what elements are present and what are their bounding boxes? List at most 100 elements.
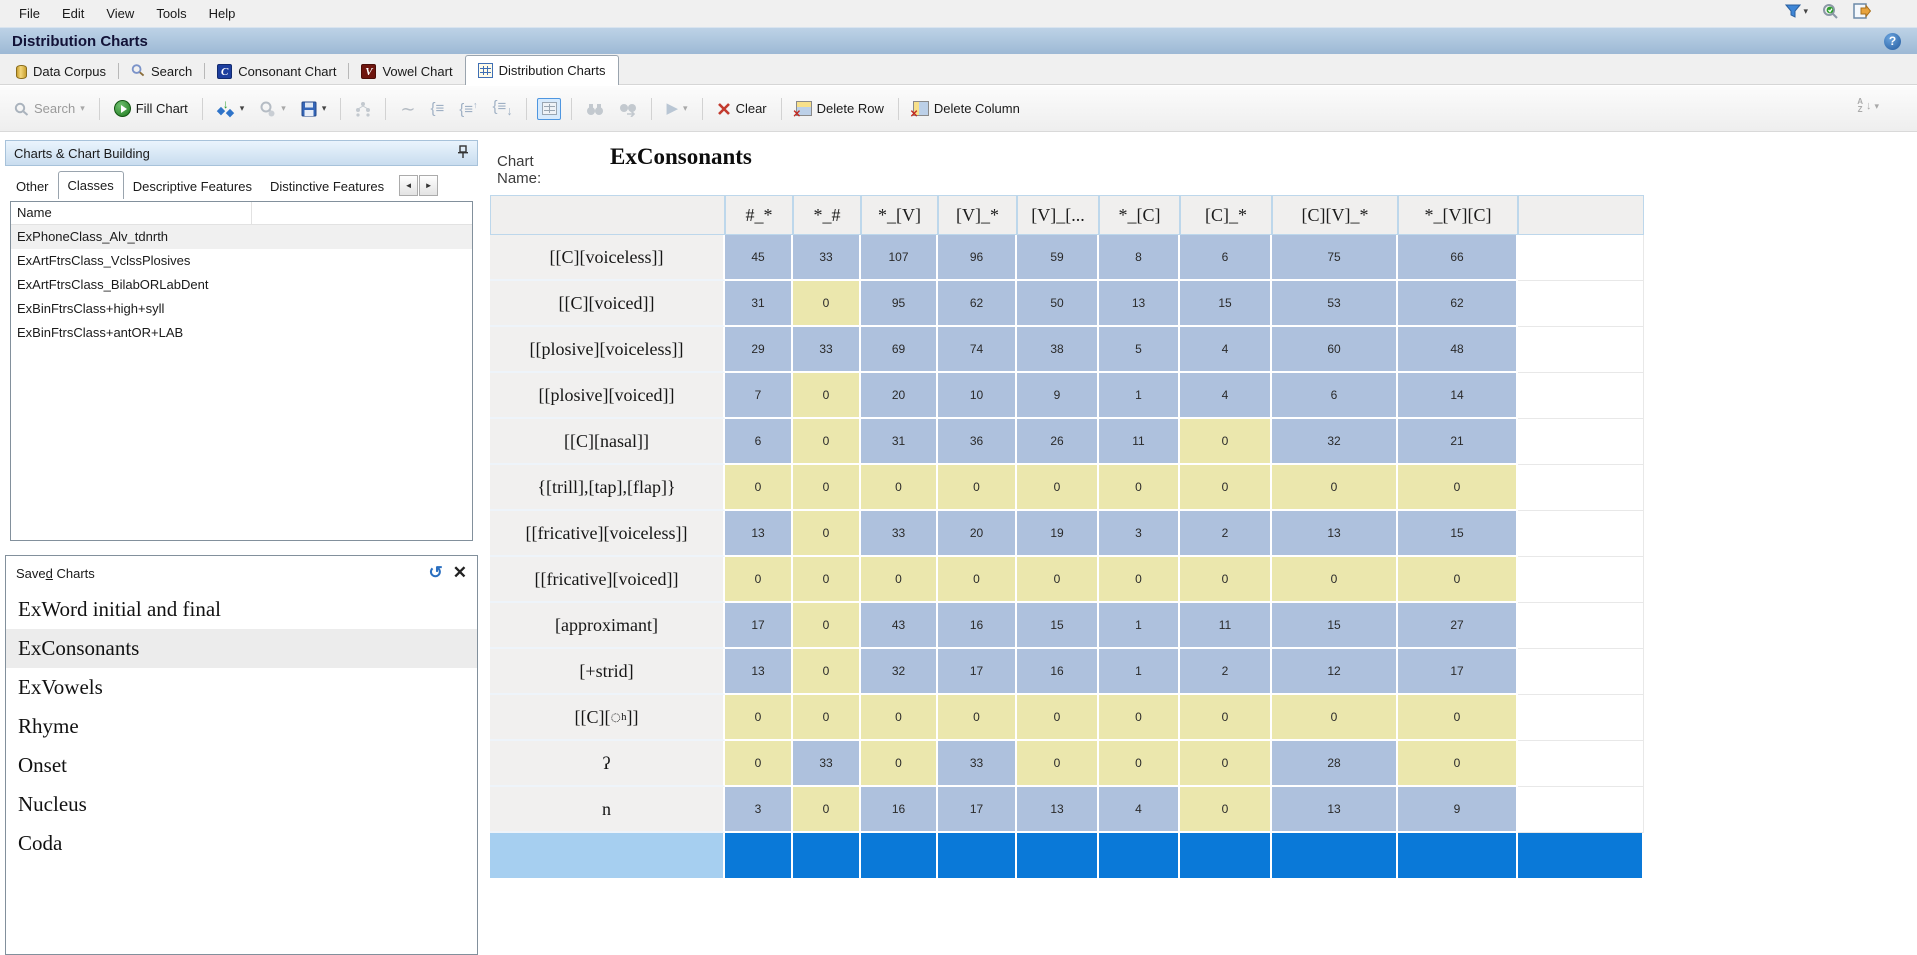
data-cell[interactable]: 0 (861, 557, 938, 603)
data-cell[interactable]: 13 (725, 649, 793, 695)
row-label[interactable]: n (490, 787, 725, 833)
data-cell[interactable]: 17 (938, 787, 1017, 833)
data-cell[interactable]: 0 (1272, 465, 1398, 511)
help-icon[interactable]: ? (1884, 33, 1901, 50)
tab-consonant-chart[interactable]: C Consonant Chart (205, 59, 348, 84)
empty-cell[interactable] (1518, 511, 1644, 557)
column-header[interactable]: [C]_* (1180, 195, 1272, 235)
data-cell[interactable]: 0 (793, 557, 861, 603)
class-list-item[interactable]: ExBinFtrsClass+antOR+LAB (17, 325, 184, 340)
data-cell[interactable]: 19 (1017, 511, 1099, 557)
data-cell[interactable]: 15 (1180, 281, 1272, 327)
data-cell[interactable]: 0 (938, 695, 1017, 741)
builder-tab-other[interactable]: Other (16, 179, 49, 194)
fill-chart-button[interactable]: Fill Chart (110, 97, 192, 120)
data-cell[interactable]: 20 (861, 373, 938, 419)
data-cell[interactable]: 13 (1099, 281, 1180, 327)
data-cell[interactable]: 14 (1398, 373, 1518, 419)
data-cell[interactable]: 0 (1272, 557, 1398, 603)
row-label[interactable]: [[C][voiceless]] (490, 235, 725, 281)
data-cell[interactable]: 69 (861, 327, 938, 373)
data-cell[interactable]: 13 (1017, 787, 1099, 833)
data-cell[interactable]: 31 (725, 281, 793, 327)
class-list-item[interactable]: ExArtFtrsClass_VclssPlosives (17, 253, 191, 268)
tab-vowel-chart[interactable]: V Vowel Chart (349, 59, 464, 84)
column-header[interactable]: #_* (725, 195, 793, 235)
data-cell[interactable]: 10 (938, 373, 1017, 419)
row-label[interactable]: [[C][voiced]] (490, 281, 725, 327)
data-cell[interactable]: 0 (725, 741, 793, 787)
data-cell[interactable]: 0 (725, 465, 793, 511)
class-list-item[interactable]: ExBinFtrsClass+high+syll (17, 301, 165, 316)
data-cell[interactable]: 20 (938, 511, 1017, 557)
save-chart-button[interactable]: ▾ (297, 98, 331, 120)
data-cell[interactable]: 33 (938, 741, 1017, 787)
data-cell[interactable]: 75 (1272, 235, 1398, 281)
row-label[interactable]: ʔ (490, 741, 725, 787)
data-cell[interactable]: 7 (725, 373, 793, 419)
data-cell[interactable]: 0 (793, 373, 861, 419)
data-cell[interactable]: 0 (793, 281, 861, 327)
data-cell[interactable]: 17 (725, 603, 793, 649)
data-cell[interactable]: 13 (1272, 787, 1398, 833)
classes-column-header[interactable]: Name (11, 202, 472, 225)
new-row-cell[interactable] (938, 833, 1017, 878)
verify-phones-button[interactable]: ▾ (255, 98, 290, 120)
data-cell[interactable]: 38 (1017, 327, 1099, 373)
show-grid-toggle[interactable] (537, 97, 562, 120)
menu-item-help[interactable]: Help (208, 6, 236, 21)
data-cell[interactable]: 31 (861, 419, 938, 465)
data-cell[interactable]: 1 (1099, 373, 1180, 419)
data-cell[interactable]: 0 (1017, 695, 1099, 741)
row-label[interactable]: [[fricative][voiced]] (490, 557, 725, 603)
data-cell[interactable]: 0 (938, 557, 1017, 603)
data-cell[interactable]: 11 (1099, 419, 1180, 465)
data-cell[interactable]: 0 (725, 557, 793, 603)
row-label[interactable]: [[C][nasal]] (490, 419, 725, 465)
data-cell[interactable]: 0 (725, 695, 793, 741)
delete-column-button[interactable]: Delete Column (909, 98, 1024, 120)
column-header[interactable]: *_[C] (1099, 195, 1180, 235)
data-cell[interactable]: 0 (1099, 465, 1180, 511)
show-results-button[interactable]: {≡ (426, 98, 448, 119)
data-cell[interactable]: 0 (1017, 557, 1099, 603)
data-cell[interactable]: 6 (1180, 235, 1272, 281)
data-cell[interactable]: 8 (1099, 235, 1180, 281)
empty-cell[interactable] (1518, 281, 1644, 327)
tab-search[interactable]: Search (119, 59, 204, 84)
data-cell[interactable]: 6 (1272, 373, 1398, 419)
data-cell[interactable]: 0 (861, 741, 938, 787)
data-cell[interactable]: 36 (938, 419, 1017, 465)
data-cell[interactable]: 0 (1099, 741, 1180, 787)
data-cell[interactable]: 0 (938, 465, 1017, 511)
row-label[interactable]: [+strid] (490, 649, 725, 695)
data-cell[interactable]: 0 (793, 603, 861, 649)
menu-item-edit[interactable]: Edit (61, 6, 85, 21)
data-cell[interactable]: 59 (1017, 235, 1099, 281)
data-cell[interactable]: 11 (1180, 603, 1272, 649)
data-cell[interactable]: 21 (1398, 419, 1518, 465)
data-cell[interactable]: 6 (725, 419, 793, 465)
row-label[interactable]: {[trill],[tap],[flap]} (490, 465, 725, 511)
data-cell[interactable]: 26 (1017, 419, 1099, 465)
data-cell[interactable]: 28 (1272, 741, 1398, 787)
data-cell[interactable]: 3 (1099, 511, 1180, 557)
restore-chart-icon[interactable]: ↺ (428, 563, 443, 582)
empty-cell[interactable] (1518, 557, 1644, 603)
saved-chart-item[interactable]: ExWord initial and final (18, 597, 222, 621)
data-cell[interactable]: 15 (1017, 603, 1099, 649)
data-cell[interactable]: 0 (1099, 695, 1180, 741)
data-cell[interactable]: 0 (1099, 557, 1180, 603)
data-cell[interactable]: 13 (725, 511, 793, 557)
new-row-cell[interactable] (1017, 833, 1099, 878)
empty-cell[interactable] (1518, 649, 1644, 695)
new-row-cell[interactable] (1180, 833, 1272, 878)
pin-button[interactable] (457, 144, 469, 162)
data-cell[interactable]: 0 (1398, 465, 1518, 511)
data-cell[interactable]: 9 (1017, 373, 1099, 419)
data-cell[interactable]: 0 (1180, 557, 1272, 603)
data-cell[interactable]: 0 (861, 465, 938, 511)
scroll-right-button[interactable]: ► (419, 175, 439, 196)
data-cell[interactable]: 50 (1017, 281, 1099, 327)
